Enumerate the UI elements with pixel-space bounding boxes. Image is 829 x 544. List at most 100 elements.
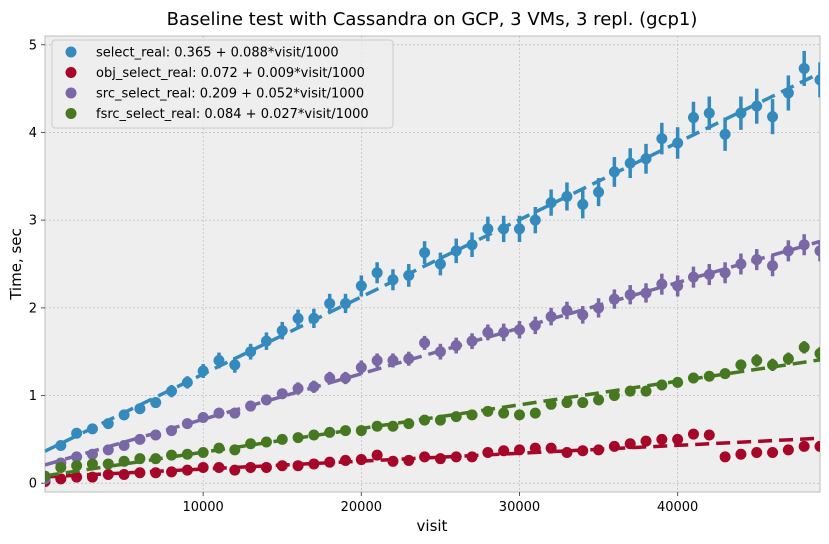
data-point <box>513 444 525 456</box>
data-point <box>355 425 367 437</box>
data-point <box>672 376 684 388</box>
x-tick-label: 20000 <box>341 500 382 515</box>
data-point <box>498 407 510 419</box>
data-point <box>593 186 605 198</box>
data-point <box>260 461 272 473</box>
data-point <box>767 111 779 123</box>
legend-marker <box>65 67 77 78</box>
data-point <box>751 447 763 459</box>
data-point <box>419 451 431 463</box>
data-point <box>434 346 446 358</box>
series-3 <box>45 341 820 482</box>
data-point <box>735 359 747 371</box>
data-point <box>608 166 620 178</box>
data-point <box>292 460 304 472</box>
data-point <box>134 453 146 465</box>
data-point <box>561 190 573 202</box>
data-point <box>529 407 541 419</box>
data-point <box>798 239 810 251</box>
data-point <box>513 324 525 336</box>
data-point <box>814 245 820 257</box>
y-axis-label: Time, sec <box>7 228 25 301</box>
data-point <box>371 354 383 366</box>
data-point <box>545 442 557 454</box>
data-point <box>719 451 731 463</box>
data-point <box>687 372 699 384</box>
data-point <box>181 448 193 460</box>
data-point <box>292 432 304 444</box>
data-point <box>640 435 652 447</box>
data-point <box>608 390 620 402</box>
data-point <box>197 365 209 377</box>
data-point <box>434 453 446 465</box>
y-tick-label: 0 <box>29 477 37 492</box>
data-point <box>71 427 83 439</box>
data-point <box>181 418 193 430</box>
data-point <box>118 455 130 467</box>
data-point <box>640 287 652 299</box>
data-point <box>577 397 589 409</box>
x-tick-label: 10000 <box>182 500 223 515</box>
data-point <box>292 312 304 324</box>
data-point <box>181 464 193 476</box>
data-point <box>656 379 668 391</box>
data-point <box>767 359 779 371</box>
data-point <box>166 385 178 397</box>
data-point <box>308 312 320 324</box>
data-point <box>134 403 146 415</box>
data-point <box>71 451 83 463</box>
data-point <box>624 385 636 397</box>
data-point <box>672 280 684 292</box>
data-point <box>324 456 336 468</box>
data-point <box>545 197 557 209</box>
data-point <box>545 311 557 323</box>
data-point <box>656 433 668 445</box>
data-point <box>593 302 605 314</box>
data-point <box>71 471 83 483</box>
data-point <box>45 470 51 482</box>
data-point <box>577 198 589 210</box>
data-point <box>545 398 557 410</box>
data-point <box>86 471 98 483</box>
data-point <box>561 304 573 316</box>
data-point <box>450 340 462 352</box>
data-point <box>624 438 636 450</box>
data-point <box>324 372 336 384</box>
data-point <box>687 428 699 440</box>
data-point <box>213 442 225 454</box>
data-point <box>102 468 114 480</box>
data-point <box>498 326 510 338</box>
data-point <box>735 107 747 119</box>
data-point <box>450 411 462 423</box>
data-point <box>229 464 241 476</box>
data-point <box>213 354 225 366</box>
data-point <box>134 467 146 479</box>
data-point <box>229 444 241 456</box>
data-point <box>308 381 320 393</box>
data-point <box>86 423 98 435</box>
data-point <box>640 153 652 165</box>
data-point <box>86 448 98 460</box>
data-point <box>703 370 715 382</box>
data-point <box>450 451 462 463</box>
data-point <box>593 444 605 456</box>
data-point <box>371 420 383 432</box>
data-point <box>498 223 510 235</box>
data-point <box>371 449 383 461</box>
data-point <box>719 368 731 380</box>
data-point <box>798 440 810 452</box>
data-point <box>324 297 336 309</box>
data-point <box>355 454 367 466</box>
data-point <box>71 460 83 472</box>
data-point <box>529 319 541 331</box>
x-tick-label: 40000 <box>657 500 698 515</box>
legend-box <box>51 39 394 129</box>
data-point <box>292 383 304 395</box>
y-tick-label: 2 <box>29 301 37 316</box>
data-point <box>387 420 399 432</box>
data-point <box>150 453 162 465</box>
data-point <box>703 107 715 119</box>
data-point <box>276 433 288 445</box>
data-point <box>529 214 541 226</box>
data-point <box>245 346 257 358</box>
